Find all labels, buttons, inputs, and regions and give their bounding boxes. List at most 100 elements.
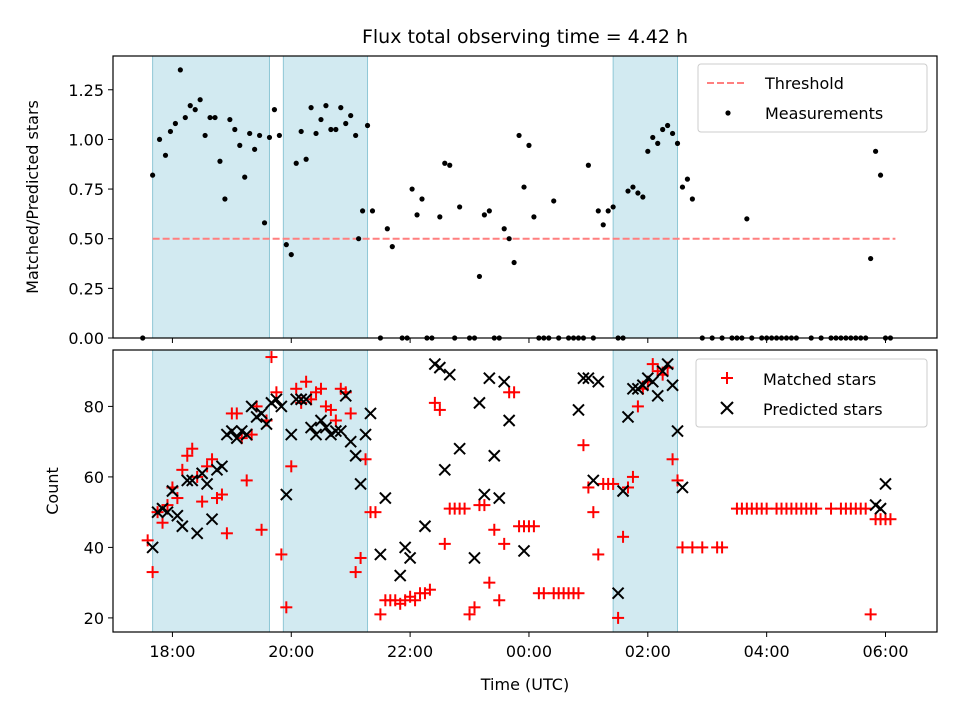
predicted-x-b <box>646 375 659 388</box>
predicted-x-b <box>626 382 640 395</box>
predicted-star-point <box>181 474 194 487</box>
measurement-point <box>227 116 233 123</box>
measurement-point <box>640 194 646 200</box>
predicted-x-b <box>478 488 491 501</box>
predicted-star-point <box>230 431 244 445</box>
measurement-point <box>156 136 163 143</box>
measurement-point <box>476 273 483 280</box>
predicted-star-point <box>190 527 204 540</box>
matched-star-point <box>810 502 823 515</box>
predicted-x-b <box>294 393 308 406</box>
measurement-point <box>481 212 487 218</box>
matched-star-point <box>215 488 228 501</box>
legend-predicted-label: Predicted stars <box>763 400 883 419</box>
predicted-star-point <box>587 474 600 487</box>
measurement-point <box>689 196 695 202</box>
measurement-point <box>877 172 884 178</box>
matched-star-point <box>290 382 303 395</box>
predicted-x-b <box>443 368 456 381</box>
matched-star-point <box>508 386 521 399</box>
predicted-star-point <box>666 379 679 392</box>
predicted-x-b <box>879 477 892 491</box>
predicted-x-b <box>215 460 229 473</box>
measurement-point <box>414 212 420 218</box>
predicted-star-point <box>344 435 357 448</box>
matched-star-point <box>349 566 362 579</box>
matched-star-point <box>156 516 169 529</box>
predicted-star-point <box>245 400 258 413</box>
measurement-point <box>182 114 188 121</box>
predicted-star-point <box>577 371 590 385</box>
predicted-star-point <box>359 428 372 441</box>
matched-star-point <box>488 523 501 536</box>
matched-star-point <box>493 594 506 607</box>
predicted-x-b <box>428 357 442 371</box>
predicted-star-point <box>453 442 466 455</box>
matched-star-point <box>186 442 199 455</box>
matched-star-point <box>646 358 659 371</box>
matched-star-point <box>478 499 491 512</box>
counts-y-ticks: 20 40 60 80 <box>84 397 113 628</box>
predicted-star-point <box>215 460 229 473</box>
matched-star-point <box>171 492 184 505</box>
matched-star-point <box>324 403 337 416</box>
predicted-star-point <box>517 544 531 558</box>
matched-star-point <box>270 386 283 399</box>
measurement-point <box>364 122 371 129</box>
matched-star-point <box>354 551 367 564</box>
counts-y-axis-label: Count <box>43 467 62 515</box>
predicted-x-b <box>205 512 219 526</box>
predicted-star-point <box>225 424 239 438</box>
predicted-star-point <box>497 375 511 388</box>
predicted-x-b <box>255 407 268 420</box>
matched-star-point <box>314 382 327 395</box>
predicted-x-b <box>270 393 283 406</box>
predicted-x-b <box>651 389 664 403</box>
matched-star-point <box>607 477 620 490</box>
predicted-star-point <box>493 491 506 505</box>
predicted-star-point <box>592 375 605 388</box>
predicted-x-b <box>616 484 630 498</box>
measurement-point <box>419 196 425 202</box>
predicted-x-b <box>230 431 244 445</box>
predicted-star-point <box>676 481 689 494</box>
measurement-point <box>266 134 273 141</box>
predicted-x-b <box>453 442 466 455</box>
predicted-x-b <box>611 587 625 600</box>
predicted-star-point <box>186 474 199 487</box>
measurement-point <box>744 216 750 222</box>
predicted-star-point <box>299 393 313 406</box>
x-tick-label: 06:00 <box>862 642 908 661</box>
predicted-star-point <box>661 357 674 371</box>
predicted-x-b <box>176 520 189 533</box>
predicted-star-point <box>240 428 253 441</box>
y-tick-label: 0.75 <box>68 180 104 199</box>
matched-star-point <box>280 601 293 614</box>
predicted-x-b <box>146 541 159 554</box>
measurement-point <box>328 126 334 133</box>
legend-measurement-swatch <box>725 110 731 116</box>
counts-panel-frame <box>112 349 938 633</box>
predicted-stars-points <box>146 357 892 600</box>
predicted-x-b <box>225 424 239 438</box>
predicted-star-point <box>205 512 219 526</box>
predicted-x-b <box>374 548 387 561</box>
measurement-point <box>595 208 601 214</box>
matched-star-point <box>409 594 422 607</box>
matched-star-point <box>230 407 243 420</box>
measurement-point <box>650 134 656 141</box>
predicted-x-b <box>314 414 328 427</box>
predicted-star-point <box>285 428 298 441</box>
measurement-point <box>551 198 557 204</box>
matched-star-point <box>696 541 709 554</box>
predicted-x-b <box>587 474 600 487</box>
matched-star-point <box>483 576 496 589</box>
measurement-point <box>511 259 517 266</box>
measurement-point <box>635 190 641 196</box>
measurement-point <box>531 214 537 220</box>
observing-window <box>282 55 369 339</box>
measurement-point <box>585 162 591 168</box>
predicted-x-b <box>656 364 669 378</box>
predicted-x-b <box>621 410 635 424</box>
matched-star-point <box>626 470 639 483</box>
